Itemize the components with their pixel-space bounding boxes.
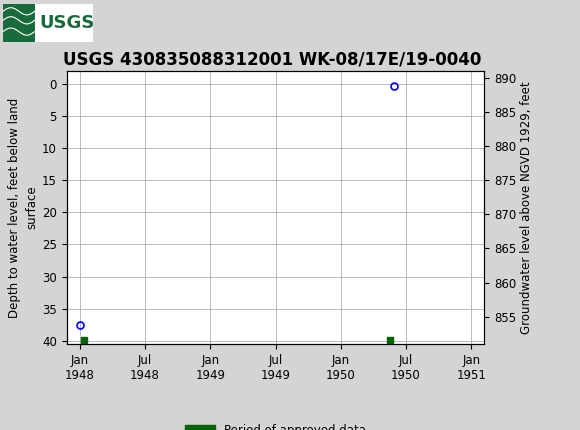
Bar: [3, 3, 35, 42]
Text: USGS: USGS: [39, 14, 95, 31]
Y-axis label: Groundwater level above NGVD 1929, feet: Groundwater level above NGVD 1929, feet: [520, 81, 534, 334]
Bar: [3, 3, 93, 42]
Text: USGS 430835088312001 WK-08/17E/19-0040: USGS 430835088312001 WK-08/17E/19-0040: [63, 50, 482, 68]
Y-axis label: Depth to water level, feet below land
surface: Depth to water level, feet below land su…: [8, 97, 38, 318]
Legend: Period of approved data: Period of approved data: [180, 419, 371, 430]
